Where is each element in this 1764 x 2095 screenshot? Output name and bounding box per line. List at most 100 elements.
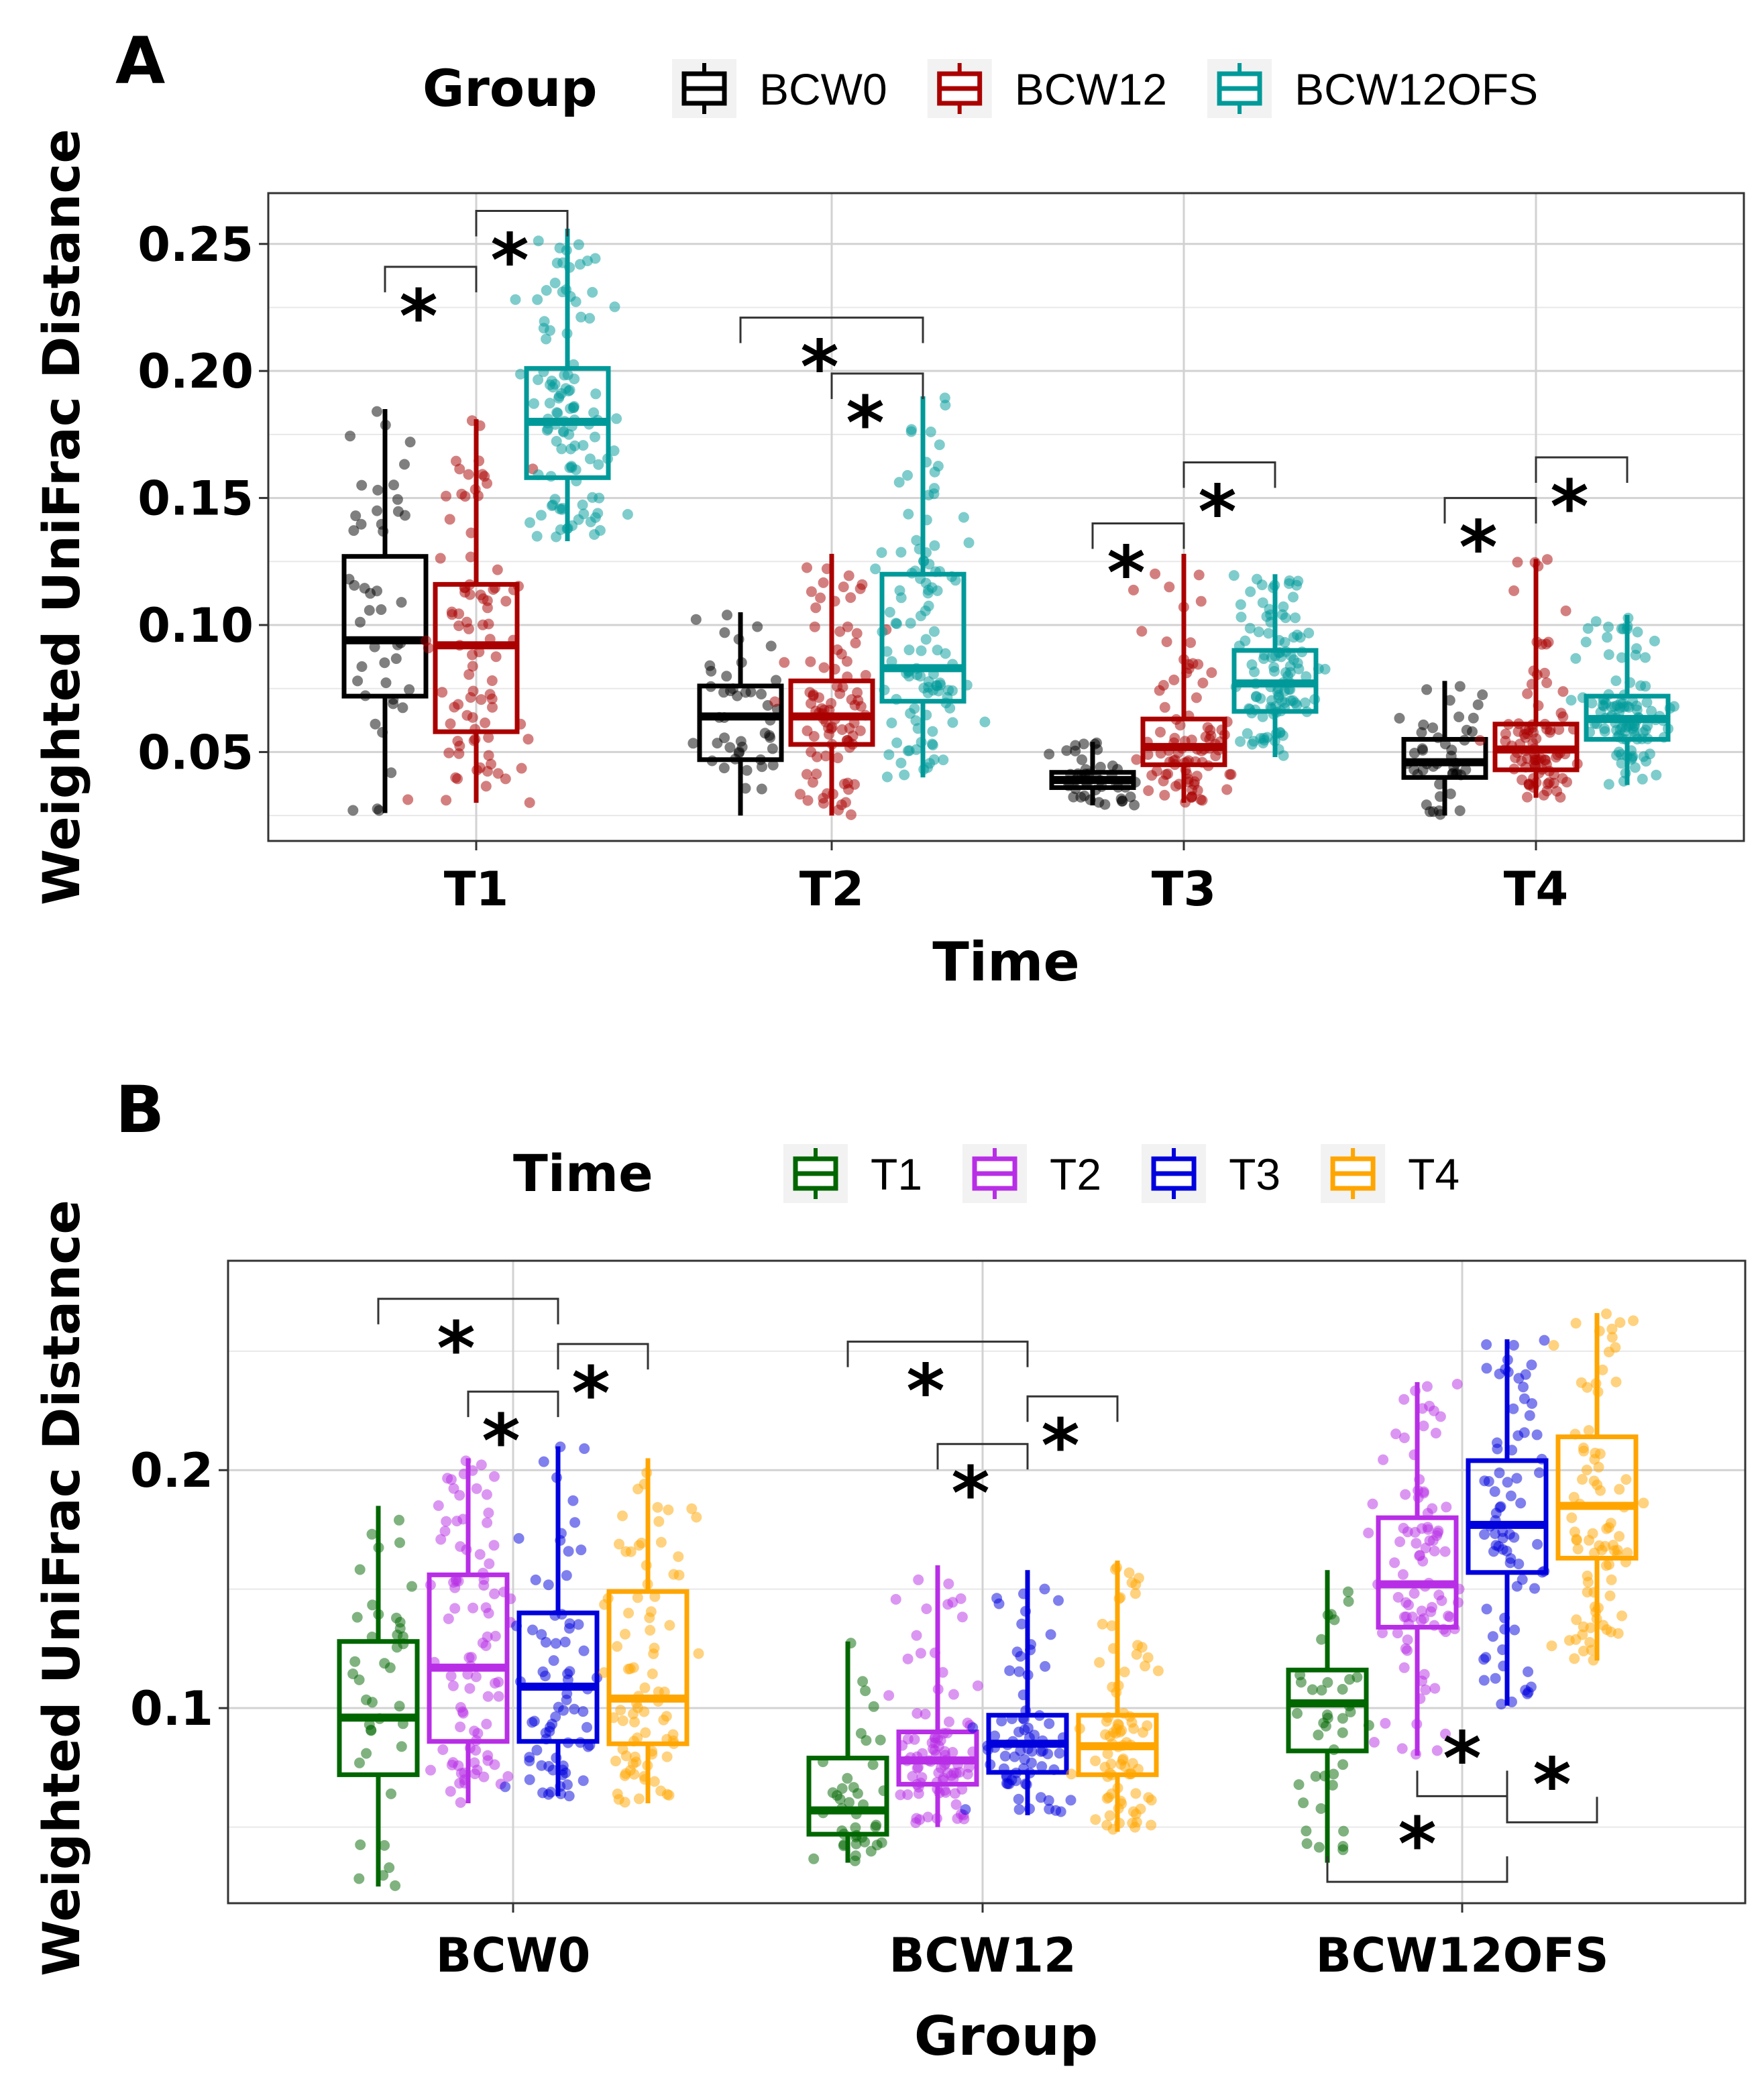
data-point bbox=[808, 1853, 820, 1864]
data-point bbox=[1614, 1483, 1625, 1495]
data-point bbox=[1610, 675, 1622, 687]
data-point bbox=[510, 294, 521, 305]
data-point bbox=[1132, 1640, 1144, 1651]
data-point bbox=[1594, 1540, 1605, 1551]
data-point bbox=[950, 575, 961, 586]
data-point bbox=[464, 1683, 476, 1694]
data-point bbox=[445, 1474, 457, 1485]
x-tick-label: T3 bbox=[1152, 862, 1216, 917]
y-tick-label: 0.20 bbox=[137, 344, 254, 399]
data-point bbox=[482, 1517, 493, 1528]
data-point bbox=[1316, 1634, 1327, 1645]
data-point bbox=[482, 602, 493, 614]
x-tick-label: T2 bbox=[800, 862, 864, 917]
data-point bbox=[394, 1701, 405, 1712]
data-point bbox=[1169, 732, 1180, 744]
data-point bbox=[554, 503, 565, 514]
data-point bbox=[1128, 1723, 1140, 1734]
data-point bbox=[1582, 623, 1594, 634]
data-point bbox=[352, 675, 364, 687]
data-point bbox=[767, 759, 779, 771]
data-point bbox=[566, 461, 577, 472]
x-tick-label: T4 bbox=[1504, 862, 1568, 917]
data-point bbox=[848, 1782, 859, 1793]
data-point bbox=[859, 1836, 871, 1848]
data-point bbox=[467, 685, 479, 697]
data-point bbox=[617, 1715, 628, 1726]
data-point bbox=[556, 443, 567, 455]
data-point bbox=[535, 510, 547, 521]
data-point bbox=[356, 479, 368, 491]
data-point bbox=[1445, 788, 1456, 799]
data-point bbox=[652, 1502, 663, 1513]
data-point bbox=[478, 1771, 490, 1782]
data-point bbox=[447, 1680, 459, 1691]
data-point bbox=[999, 1750, 1011, 1762]
bracket-line bbox=[377, 1298, 559, 1324]
data-point bbox=[1524, 1410, 1535, 1421]
box-iqr bbox=[337, 1639, 420, 1777]
data-point bbox=[483, 618, 494, 630]
data-point bbox=[1258, 653, 1270, 665]
data-point bbox=[612, 1641, 623, 1652]
data-point bbox=[1581, 1465, 1592, 1475]
data-point bbox=[1185, 637, 1197, 648]
panel-letter-b: B bbox=[115, 1072, 164, 1147]
significance-star: * bbox=[1398, 1801, 1437, 1887]
data-point bbox=[769, 696, 781, 707]
data-point bbox=[1242, 728, 1253, 739]
panel-a-plot-border bbox=[267, 192, 1745, 842]
data-point bbox=[906, 424, 917, 435]
data-point bbox=[1396, 1743, 1408, 1754]
x-tick-label: BCW12OFS bbox=[1315, 1928, 1608, 1983]
data-point bbox=[620, 1628, 630, 1640]
legend-label: T2 bbox=[1050, 1149, 1101, 1199]
data-point bbox=[1605, 1518, 1616, 1529]
data-point bbox=[1472, 699, 1484, 710]
data-point bbox=[806, 586, 817, 598]
data-point bbox=[1565, 695, 1577, 706]
data-point bbox=[1245, 586, 1256, 598]
data-point bbox=[633, 1540, 645, 1551]
data-point bbox=[1140, 1660, 1151, 1672]
data-point bbox=[834, 1793, 846, 1805]
data-point bbox=[756, 689, 767, 699]
data-point bbox=[355, 616, 366, 628]
data-point bbox=[465, 551, 476, 563]
data-point bbox=[563, 1546, 574, 1557]
data-point bbox=[1522, 791, 1533, 803]
significance-star: * bbox=[571, 1351, 610, 1436]
data-point bbox=[531, 530, 543, 542]
data-point bbox=[843, 570, 855, 581]
data-point bbox=[891, 737, 903, 748]
data-point bbox=[463, 1652, 475, 1663]
data-point bbox=[347, 805, 359, 816]
data-point bbox=[547, 1718, 558, 1730]
data-point bbox=[1319, 663, 1331, 675]
data-point bbox=[1569, 1653, 1580, 1664]
data-point bbox=[1099, 799, 1111, 810]
data-point bbox=[1161, 636, 1172, 647]
data-point bbox=[911, 1630, 922, 1641]
data-point bbox=[963, 537, 975, 549]
data-point bbox=[1280, 612, 1291, 624]
data-point bbox=[364, 605, 375, 616]
box-t4-bcw12 bbox=[1066, 1561, 1164, 1835]
data-point bbox=[565, 443, 576, 455]
data-point bbox=[1431, 1745, 1443, 1756]
data-point bbox=[1460, 764, 1472, 775]
data-point bbox=[1078, 738, 1089, 750]
data-point bbox=[1066, 1768, 1077, 1780]
data-point bbox=[532, 294, 543, 305]
significance-star: * bbox=[1550, 464, 1589, 550]
bracket-line bbox=[1506, 1797, 1598, 1823]
data-point bbox=[1534, 1467, 1545, 1478]
data-point bbox=[1273, 692, 1284, 703]
data-point bbox=[1129, 799, 1140, 811]
data-point bbox=[1131, 1649, 1142, 1660]
data-point bbox=[845, 592, 857, 604]
data-point bbox=[1548, 1340, 1559, 1351]
data-point bbox=[810, 602, 822, 614]
data-point bbox=[870, 563, 881, 575]
data-point bbox=[444, 514, 455, 525]
